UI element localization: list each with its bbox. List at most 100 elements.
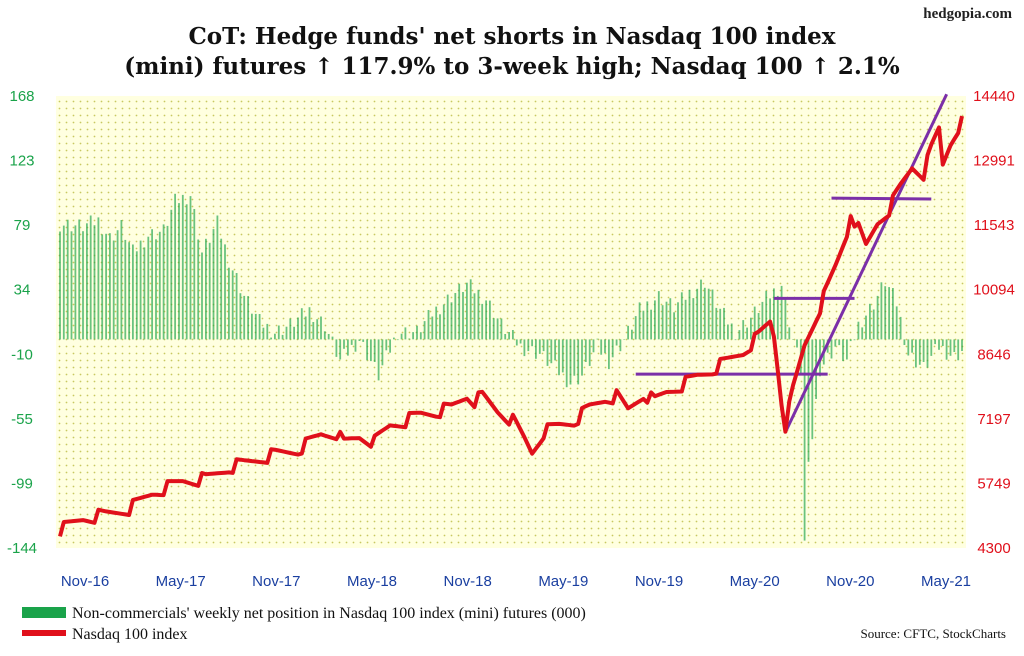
bar: [654, 300, 656, 340]
bar: [181, 194, 184, 340]
bar: [466, 282, 468, 340]
bar: [515, 339, 518, 346]
bar: [550, 339, 553, 364]
left-tick-label: 34: [14, 282, 31, 299]
bar: [803, 339, 806, 541]
bar: [592, 339, 595, 353]
trendline: [784, 93, 949, 433]
bar: [546, 339, 549, 366]
x-tick-label: Nov-17: [252, 573, 300, 590]
bar: [669, 298, 672, 340]
bar: [370, 339, 372, 362]
bar: [846, 339, 848, 360]
bar: [535, 339, 537, 359]
bar: [512, 330, 514, 340]
right-tick-label: 14440: [973, 88, 1015, 105]
bar: [462, 292, 464, 340]
bar: [439, 314, 441, 340]
bar: [508, 332, 510, 340]
bar: [293, 326, 295, 340]
bar-series: [59, 193, 963, 541]
bar: [623, 339, 626, 340]
chart-title-line1: CoT: Hedge funds' net shorts in Nasdaq 1…: [188, 23, 835, 50]
bar: [450, 302, 453, 340]
bar: [423, 321, 426, 340]
bar: [565, 339, 568, 388]
bar: [251, 313, 253, 340]
bar: [753, 306, 756, 340]
left-tick-label: 123: [9, 153, 34, 170]
bar: [538, 339, 541, 354]
bar: [527, 339, 530, 352]
bar: [339, 339, 342, 360]
left-tick-label: -99: [11, 475, 33, 492]
right-tick-label: 4300: [977, 540, 1010, 557]
bar: [66, 219, 69, 340]
bar: [961, 339, 963, 351]
bar: [419, 332, 422, 340]
bar: [915, 339, 917, 368]
bar: [170, 209, 173, 340]
bar: [139, 240, 142, 340]
bar: [82, 231, 84, 340]
right-tick-label: 8646: [977, 346, 1010, 363]
bar: [239, 293, 242, 340]
bar: [124, 239, 127, 340]
bar: [500, 318, 503, 340]
bar: [857, 321, 860, 340]
bar: [903, 339, 906, 345]
bar: [400, 333, 403, 340]
bar: [427, 310, 430, 340]
bar: [158, 231, 161, 340]
bar: [316, 319, 319, 340]
x-tick-label: Nov-18: [443, 573, 491, 590]
bar: [750, 317, 752, 340]
bar: [746, 327, 748, 340]
bar: [611, 339, 614, 358]
bar: [945, 339, 948, 360]
bar: [941, 339, 944, 346]
bar: [619, 339, 622, 352]
x-tick-label: May-19: [538, 573, 588, 590]
bar: [101, 234, 104, 340]
bar: [78, 219, 81, 340]
bar: [646, 301, 649, 340]
bar: [93, 225, 96, 340]
brand-text: hedgopia.com: [923, 6, 1012, 22]
bar: [872, 309, 875, 340]
bar: [297, 317, 299, 340]
bar: [880, 282, 883, 340]
bar: [703, 287, 706, 340]
bar: [193, 209, 196, 340]
bar: [773, 288, 775, 340]
bar: [807, 339, 810, 462]
bar: [761, 301, 764, 340]
bar: [719, 308, 722, 340]
bar: [416, 325, 418, 340]
bar: [884, 286, 887, 340]
bar: [304, 316, 307, 340]
bar: [412, 332, 414, 340]
bar: [834, 339, 837, 347]
bar: [289, 318, 292, 340]
bar: [573, 339, 576, 376]
bar: [362, 339, 365, 342]
plot-area: [56, 96, 966, 548]
bar: [727, 324, 729, 340]
bar: [258, 314, 261, 340]
bar: [454, 293, 457, 340]
bar: [458, 283, 461, 340]
bar: [281, 334, 284, 340]
bar: [608, 339, 610, 370]
left-tick-label: -55: [11, 411, 33, 428]
bar: [62, 225, 65, 340]
bar: [784, 297, 787, 340]
bar: [684, 299, 687, 340]
bar: [788, 327, 791, 340]
bar: [861, 327, 864, 340]
bar: [105, 233, 107, 340]
bar: [519, 339, 522, 344]
bar: [492, 318, 495, 340]
bar: [166, 225, 169, 340]
bar: [865, 315, 867, 340]
